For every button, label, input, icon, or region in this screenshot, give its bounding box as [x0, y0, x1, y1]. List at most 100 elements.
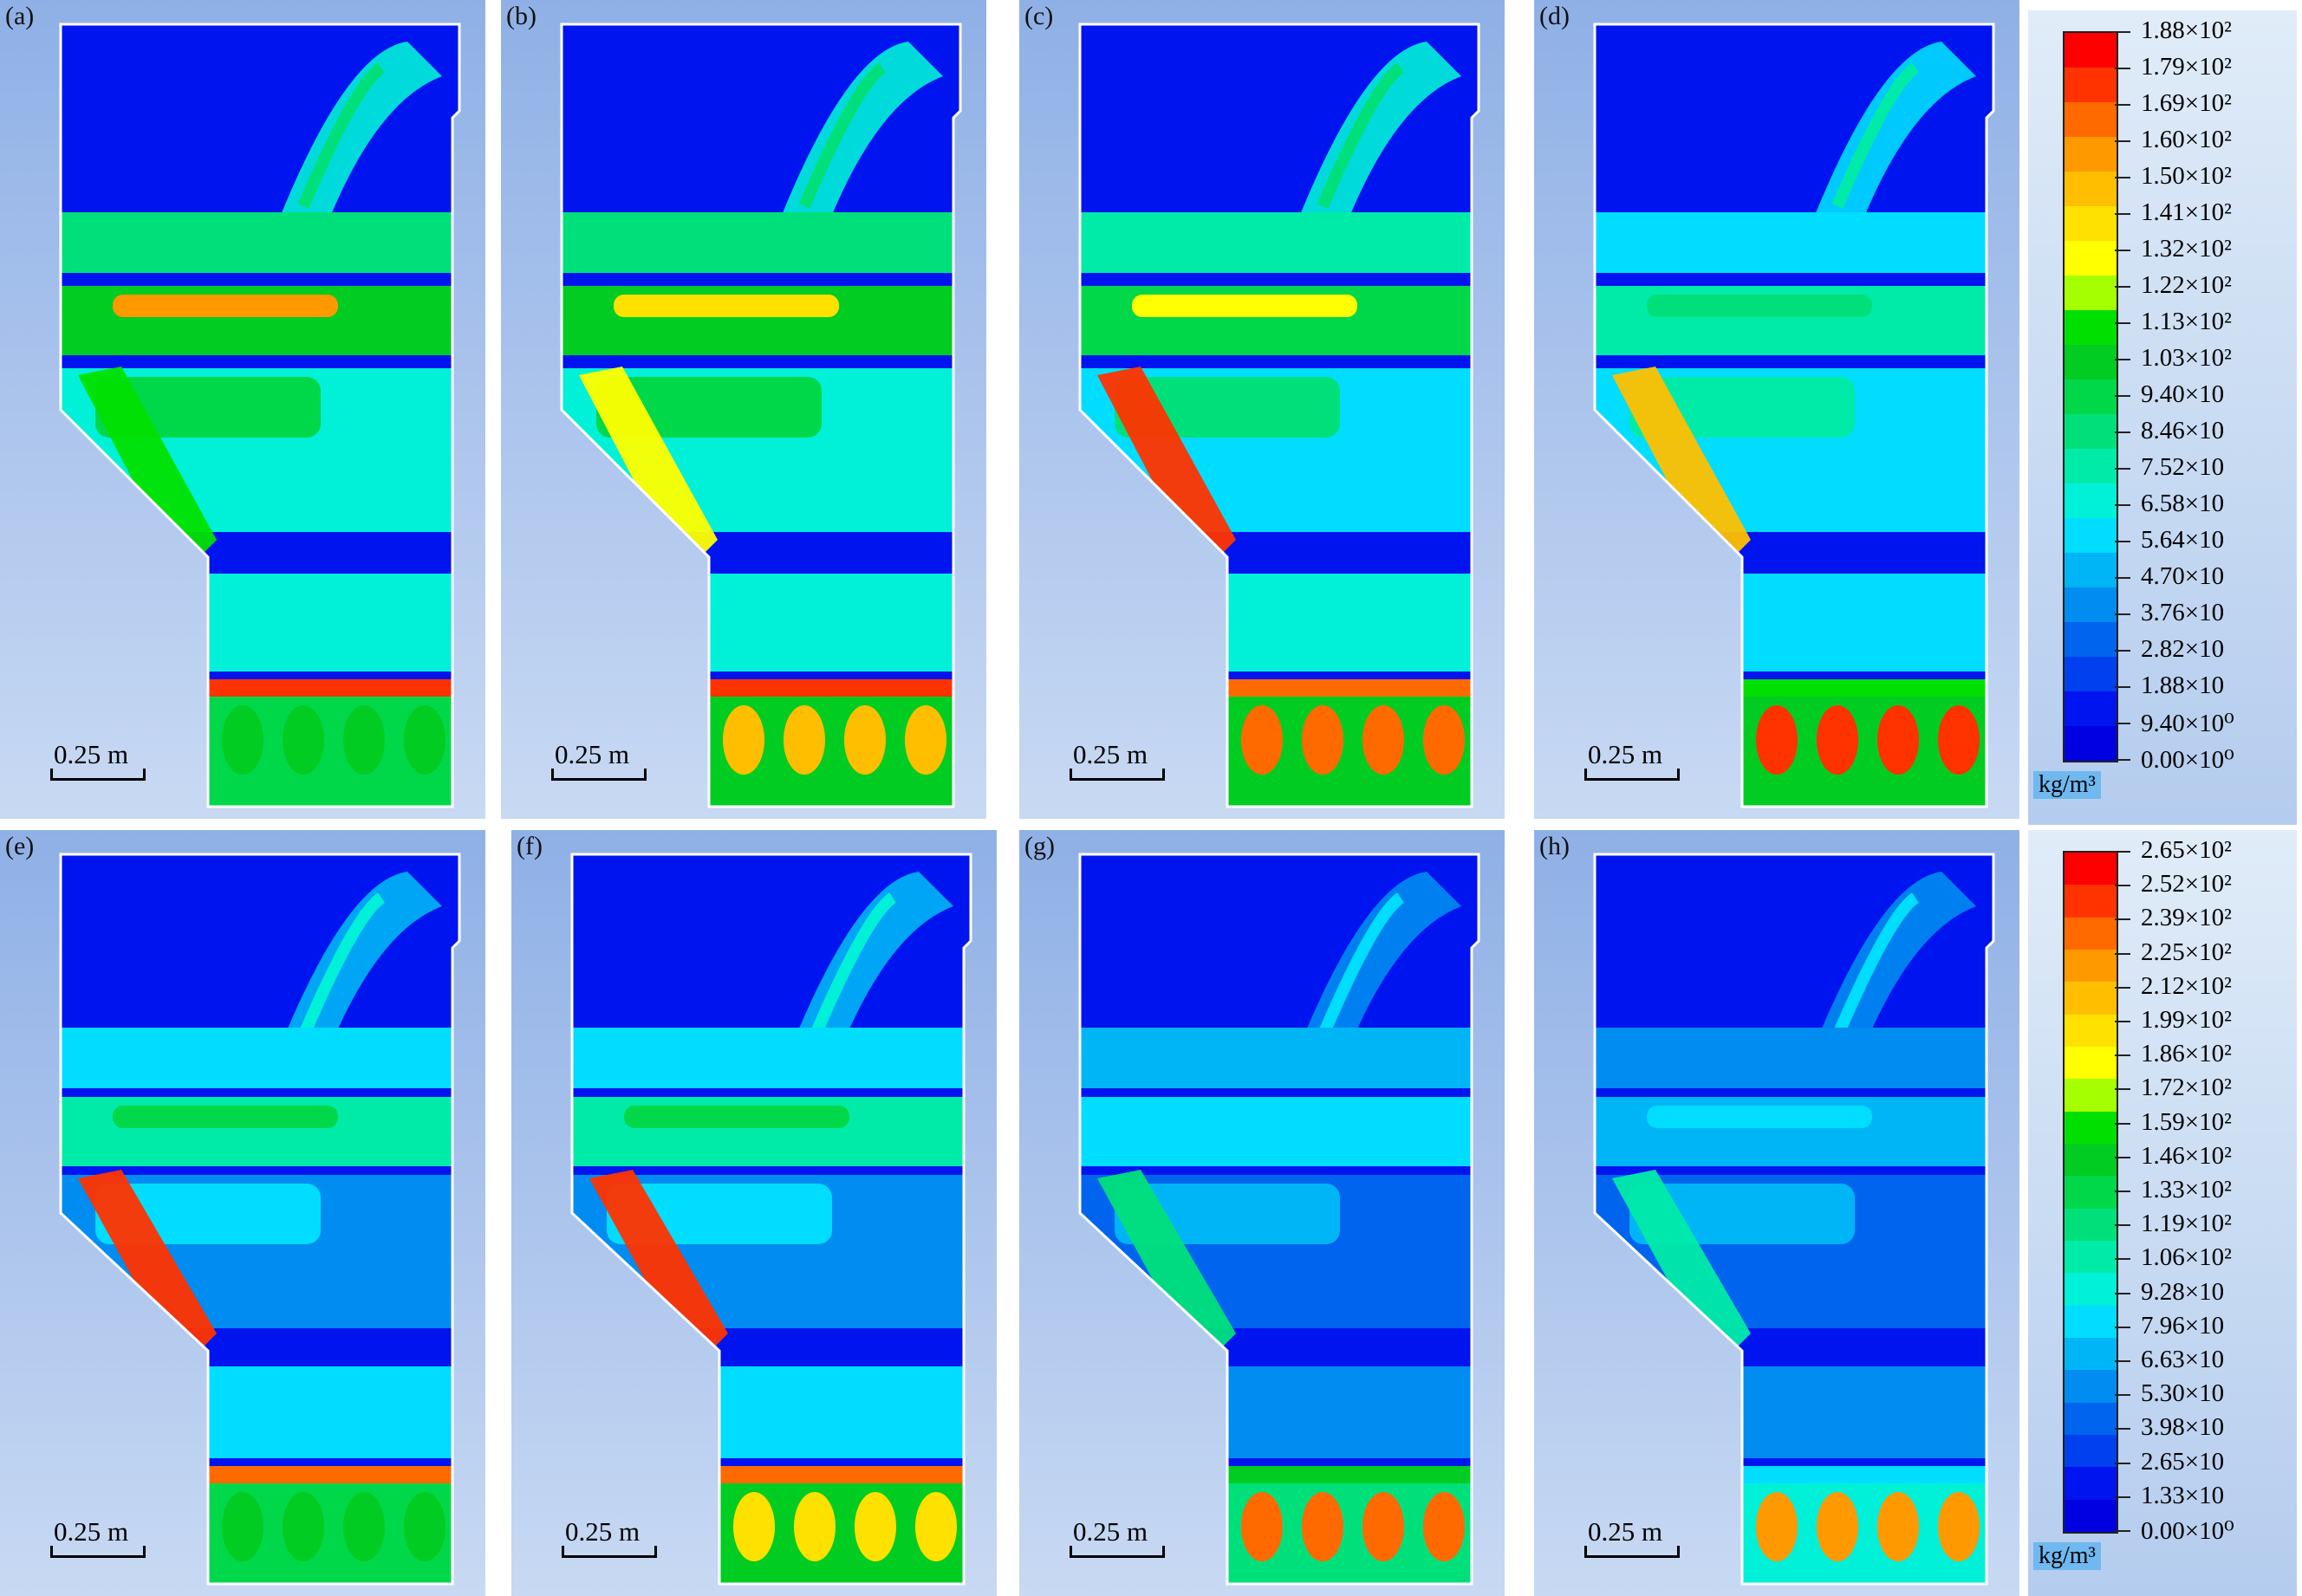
color-band — [2065, 33, 2117, 68]
scale-bar-tick-left — [1070, 769, 1072, 781]
color-band — [2065, 949, 2117, 983]
legend-tick-label: 1.46×10² — [2141, 1141, 2232, 1170]
panel-label-f: (f) — [517, 832, 543, 860]
contour-plot-e — [0, 830, 485, 1596]
bed-bubble — [1756, 705, 1798, 775]
legend-tick-label: 0.00×10⁰ — [2141, 1517, 2234, 1545]
scale-bar-tick-left — [1584, 1546, 1587, 1558]
bed-bubble — [222, 1492, 263, 1561]
jet-plume-core — [1317, 892, 1405, 1039]
scale-bar-tick-left — [1070, 1546, 1072, 1558]
legend-tick-label: 1.03×10² — [2141, 344, 2232, 372]
scale-bar-tick-right — [1677, 769, 1680, 781]
scale-bar-f: 0.25 m — [562, 1516, 657, 1558]
bed-bubble — [1756, 1492, 1798, 1561]
color-band — [2065, 1499, 2117, 1532]
domain-outline — [570, 853, 972, 1586]
jet-plume-core — [297, 892, 386, 1039]
jet-plume — [1811, 42, 1976, 241]
legend-tick-label: 3.98×10 — [2141, 1413, 2225, 1442]
shelf-streak — [1647, 295, 1872, 317]
color-band — [2065, 982, 2117, 1015]
panel-label-d: (d) — [1539, 2, 1570, 30]
bed-bubble — [404, 1492, 445, 1561]
jet-plume — [1297, 872, 1461, 1071]
color-band — [2065, 553, 2117, 587]
color-band — [2065, 518, 2117, 553]
legend-tick-mark — [2115, 1224, 2130, 1227]
scale-bar-tick-left — [50, 1546, 53, 1558]
scale-bar-line — [50, 778, 146, 781]
bed-surface — [1227, 1466, 1479, 1483]
legend-tick-mark — [2115, 1530, 2130, 1532]
bed-bubble — [1302, 1492, 1343, 1561]
upper-band — [61, 212, 459, 273]
wall-streak — [1612, 1170, 1751, 1368]
legend-tick-mark — [2115, 213, 2130, 215]
color-band — [2065, 1079, 2117, 1112]
color-band — [2065, 1111, 2117, 1144]
legend-tick-label: 2.39×10² — [2141, 904, 2232, 932]
scale-bar-text: 0.25 m — [54, 739, 129, 769]
scale-bar-tick-left — [551, 769, 554, 781]
legend-tick-mark — [2115, 395, 2130, 397]
legend-tick-mark — [2115, 359, 2130, 360]
legend-tick-mark — [2115, 686, 2130, 688]
legend-tick-mark — [2115, 1428, 2130, 1431]
scale-bar-text: 0.25 m — [1588, 1516, 1663, 1547]
scale-bar-tick-right — [143, 769, 146, 781]
shelf-streak — [1647, 1106, 1872, 1128]
legend-tick-mark — [2115, 1495, 2130, 1498]
bed-bubble — [283, 705, 324, 775]
legend-tick-label: 1.06×10² — [2141, 1243, 2232, 1272]
bed-surface — [1742, 679, 1993, 697]
contour-plot-a — [0, 0, 485, 819]
color-band — [2065, 276, 2117, 310]
legend-tick-mark — [2115, 286, 2130, 288]
panel-e: (e) 0.25 m — [0, 830, 485, 1596]
color-band — [2065, 1143, 2117, 1177]
jet-plume-core — [1831, 62, 1920, 209]
legend-tick-mark — [2115, 1258, 2130, 1261]
jet-plume-core — [1317, 62, 1405, 209]
bed-bubble — [1423, 1492, 1465, 1561]
jet-plume — [277, 872, 442, 1071]
legend-tick-mark — [2115, 1021, 2130, 1022]
legend-tick-label: 2.52×10² — [2141, 870, 2232, 899]
legend-tick-mark — [2115, 431, 2130, 433]
legend-tick-label: 1.88×10 — [2141, 671, 2225, 699]
upper-band — [1595, 212, 1993, 273]
domain-outline — [1078, 853, 1480, 1586]
color-band — [2065, 1240, 2117, 1274]
shelf-streak — [113, 1106, 338, 1128]
shelf-streak — [1132, 295, 1357, 317]
bed-bubble — [1362, 705, 1404, 775]
color-band — [2065, 380, 2117, 414]
legend-tick-mark — [2115, 68, 2130, 69]
scale-bar-d: 0.25 m — [1584, 739, 1680, 781]
legend-tick-label: 2.25×10² — [2141, 937, 2232, 966]
jet-plume-core — [1831, 892, 1920, 1039]
color-band — [2065, 917, 2117, 950]
legend-tick-mark — [2115, 1088, 2130, 1091]
legend-tick-mark — [2115, 504, 2130, 506]
upper-band — [572, 1028, 971, 1088]
color-band — [2065, 1402, 2117, 1435]
color-band — [2065, 172, 2117, 206]
legend-tick-label: 1.79×10² — [2141, 53, 2232, 81]
panel-label-e: (e) — [5, 832, 35, 860]
legend-unit: kg/m³ — [2033, 771, 2101, 799]
scale-bar-line — [1584, 1555, 1680, 1558]
color-scale-bar — [2063, 31, 2118, 762]
scale-bar-tick-right — [654, 1546, 657, 1558]
legend-tick-label: 9.28×10 — [2141, 1277, 2225, 1306]
legend-tick-mark — [2115, 851, 2130, 853]
legend-tick-label: 1.32×10² — [2141, 235, 2232, 263]
legend-tick-label: 0.00×10⁰ — [2141, 746, 2234, 774]
shelf-streak — [113, 295, 338, 317]
scale-bar-tick-left — [562, 1546, 564, 1558]
scale-bar-tick-right — [644, 769, 647, 781]
legend-tick-label: 1.72×10² — [2141, 1074, 2232, 1102]
color-band — [2065, 1305, 2117, 1338]
